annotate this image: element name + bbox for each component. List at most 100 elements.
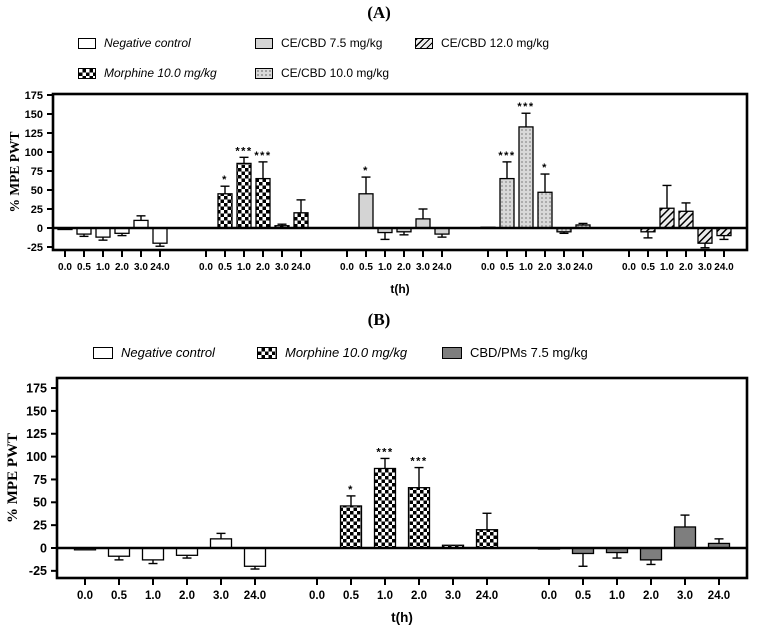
bar-series1-t0.5 — [339, 505, 363, 549]
y-tick-label: 150 — [25, 109, 43, 121]
x-tick-label: 1.0 — [145, 590, 161, 602]
x-tick-label: 1.0 — [96, 262, 110, 273]
legend-swatch-dots — [255, 67, 273, 79]
y-tick-label: 75 — [31, 166, 43, 178]
y-tick-label: 50 — [33, 496, 47, 510]
x-tick-label: 2.0 — [679, 262, 693, 273]
bar-series1-t0.5 — [217, 193, 233, 229]
y-tick-label: 0 — [40, 541, 47, 555]
bar-series1-t1.0 — [236, 162, 252, 229]
x-tick-label: 1.0 — [378, 262, 392, 273]
y-axis-label: % MPE PWT — [5, 433, 21, 523]
legend-swatch-open — [78, 37, 96, 49]
x-tick-label: 0.0 — [481, 262, 495, 273]
y-tick-label: 0 — [37, 223, 43, 235]
bar-series3-t0.5 — [499, 177, 515, 229]
legend-label: CBD/PMs 7.5 mg/kg — [470, 345, 588, 360]
x-tick-label: 3.0 — [557, 262, 571, 273]
bar-series2-t3.0 — [673, 526, 697, 549]
legend-item: Negative control — [78, 36, 191, 50]
bar-series1-t24.0 — [293, 212, 309, 229]
significance-marker: *** — [376, 446, 393, 458]
x-tick-label: 0.0 — [199, 262, 213, 273]
x-tick-label: 24.0 — [150, 262, 170, 273]
x-tick-label: 0.5 — [575, 590, 592, 602]
bar-series4-t3.0 — [697, 227, 713, 244]
significance-marker: * — [363, 165, 369, 177]
legend-item: CE/CBD 10.0 mg/kg — [255, 66, 389, 80]
legend-label: Negative control — [121, 345, 215, 360]
x-tick-label: 0.5 — [359, 262, 373, 273]
significance-marker: *** — [254, 150, 271, 162]
legend-swatch-checker — [78, 67, 96, 79]
x-tick-label: 24.0 — [291, 262, 311, 273]
legend-swatch-dark-gray — [442, 346, 462, 359]
x-tick-label: 2.0 — [643, 590, 659, 602]
panel-b-title: (B) — [367, 310, 391, 329]
x-tick-label: 0.5 — [77, 262, 91, 273]
x-tick-label: 0.5 — [218, 262, 232, 273]
bar-series3-t1.0 — [518, 126, 534, 229]
legend-label: Morphine 10.0 mg/kg — [104, 66, 217, 80]
bar-series0-t3.0 — [209, 538, 233, 549]
x-tick-label: 0.5 — [111, 590, 128, 602]
plot-frame — [51, 92, 749, 252]
x-tick-label: 3.0 — [677, 590, 693, 602]
bar-series0-t1.0 — [95, 227, 111, 238]
bar-series3-t2.0 — [537, 191, 553, 229]
bar-series1-t1.0 — [373, 467, 397, 549]
x-tick-label: 2.0 — [397, 262, 411, 273]
legend-item: Negative control — [93, 345, 215, 360]
x-tick-label: 3.0 — [134, 262, 148, 273]
x-tick-label: 24.0 — [714, 262, 734, 273]
x-tick-label: 1.0 — [377, 590, 393, 602]
significance-marker: *** — [410, 456, 427, 468]
significance-marker: *** — [235, 145, 252, 157]
x-tick-label: 3.0 — [213, 590, 229, 602]
x-tick-label: 3.0 — [275, 262, 289, 273]
x-tick-label: 2.0 — [256, 262, 270, 273]
y-tick-label: 100 — [25, 147, 43, 159]
y-tick-label: 175 — [25, 90, 43, 102]
x-tick-label: 0.0 — [541, 590, 557, 602]
x-axis-label: t(h) — [390, 282, 409, 296]
x-tick-label: 1.0 — [660, 262, 674, 273]
x-tick-label: 2.0 — [179, 590, 195, 602]
y-axis-label: % MPE PWT — [7, 132, 22, 213]
y-tick-label: 175 — [26, 381, 47, 395]
legend-label: CE/CBD 12.0 mg/kg — [441, 36, 550, 50]
x-tick-label: 0.0 — [309, 590, 325, 602]
legend-item: CBD/PMs 7.5 mg/kg — [442, 345, 588, 360]
y-tick-label: 125 — [25, 128, 43, 140]
y-tick-label: 50 — [31, 185, 43, 197]
bar-series4-t1.0 — [659, 207, 675, 229]
x-tick-label: 1.0 — [519, 262, 533, 273]
bar-series0-t24.0 — [243, 547, 267, 567]
significance-marker: * — [542, 162, 548, 174]
y-tick-label: 100 — [26, 450, 47, 464]
x-axis-label: t(h) — [391, 610, 413, 625]
legend-item: Morphine 10.0 mg/kg — [257, 345, 407, 360]
x-tick-label: 0.5 — [343, 590, 360, 602]
y-tick-label: 125 — [26, 427, 47, 441]
legend-label: CE/CBD 7.5 mg/kg — [281, 36, 383, 50]
legend-swatch-light-gray — [255, 37, 273, 49]
chart-panel-a: **** ***********-2502550751001251501750.0… — [7, 90, 749, 296]
x-tick-label: 24.0 — [708, 590, 730, 602]
legend-swatch-hatch — [415, 37, 433, 49]
x-tick-label: 24.0 — [244, 590, 266, 602]
significance-marker: *** — [517, 101, 534, 113]
y-tick-label: -25 — [27, 242, 43, 254]
bar-series1-t2.0 — [407, 487, 431, 549]
x-tick-label: 0.0 — [340, 262, 354, 273]
x-tick-label: 1.0 — [237, 262, 251, 273]
bar-series2-t3.0 — [415, 218, 431, 229]
legend-swatch-checker — [257, 346, 277, 359]
significance-marker: * — [348, 484, 354, 496]
bar-series2-t0.5 — [358, 193, 374, 229]
x-tick-label: 2.0 — [538, 262, 552, 273]
legend-label: Morphine 10.0 mg/kg — [285, 345, 408, 360]
x-tick-label: 24.0 — [476, 590, 498, 602]
legend-label: CE/CBD 10.0 mg/kg — [281, 66, 390, 80]
